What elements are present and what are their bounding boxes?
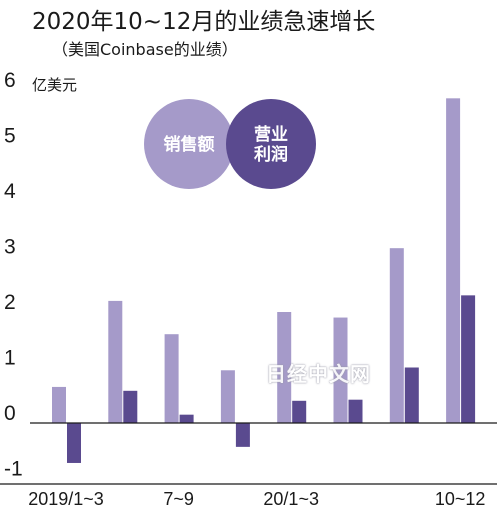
sales-bar bbox=[220, 370, 235, 423]
y-tick-label: 2 bbox=[4, 291, 16, 314]
x-tick-label: 7~9 bbox=[163, 489, 194, 509]
x-tick-label: 20/1~3 bbox=[263, 489, 319, 509]
profit-bar bbox=[179, 414, 194, 423]
sales-bar bbox=[333, 317, 348, 423]
profit-bar bbox=[292, 400, 307, 423]
profit-bar bbox=[461, 295, 476, 423]
sales-bar bbox=[277, 312, 292, 423]
x-tick-label: 2019/1~3 bbox=[28, 489, 104, 509]
y-tick-label: 0 bbox=[4, 402, 16, 425]
chart-title: 2020年10~12月的业绩急速增长 bbox=[32, 9, 376, 35]
chart-subtitle: （美国Coinbase的业绩） bbox=[52, 40, 238, 59]
y-tick-label: 6 bbox=[4, 69, 16, 92]
legend-label: 销售额 bbox=[164, 134, 215, 155]
legend-label: 利润 bbox=[254, 144, 288, 165]
sales-bar bbox=[389, 248, 404, 423]
sales-bar bbox=[164, 334, 179, 423]
x-tick-label: 10~12 bbox=[435, 489, 486, 509]
profit-bar bbox=[123, 390, 138, 423]
watermark: 日经中文网 bbox=[266, 362, 371, 386]
y-tick-label: -1 bbox=[4, 458, 23, 481]
y-tick-label: 3 bbox=[4, 236, 16, 259]
sales-bar bbox=[446, 98, 461, 423]
profit-bar bbox=[235, 423, 250, 447]
profit-bar bbox=[67, 423, 81, 463]
legend-profit-marker bbox=[226, 99, 316, 189]
profit-bar bbox=[348, 399, 363, 423]
sales-bar bbox=[52, 386, 66, 423]
y-tick-label: 4 bbox=[4, 180, 16, 203]
profit-bar bbox=[404, 367, 419, 423]
sales-bar bbox=[108, 300, 123, 423]
y-tick-label: 1 bbox=[4, 347, 16, 370]
y-axis-unit: 亿美元 bbox=[32, 76, 78, 94]
legend-sales-marker bbox=[144, 99, 234, 189]
y-tick-label: 5 bbox=[4, 125, 16, 148]
legend-label: 营业 bbox=[254, 124, 288, 145]
